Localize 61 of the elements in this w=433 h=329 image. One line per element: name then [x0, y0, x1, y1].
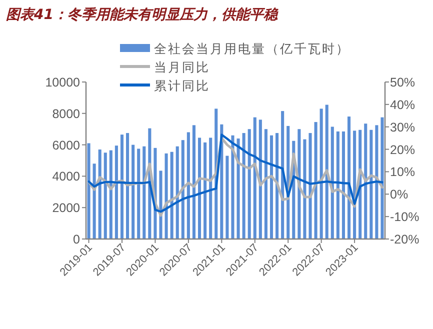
y-tick-label: 4000	[52, 170, 80, 184]
bar	[248, 129, 251, 239]
bar	[314, 122, 318, 239]
bar	[336, 131, 340, 239]
y2-tick-label: 10%	[390, 165, 416, 180]
y-tick-label: 2000	[52, 201, 80, 216]
bar	[137, 148, 140, 239]
y-tick-label: 8000	[52, 106, 80, 121]
y2-tick-label: -10%	[390, 210, 420, 224]
bar	[209, 138, 212, 239]
bar	[181, 140, 184, 239]
bar	[126, 133, 130, 239]
y2-tick-label: 50%	[390, 76, 416, 90]
bar	[308, 133, 312, 239]
bar	[264, 129, 268, 239]
bar	[87, 143, 90, 239]
bar	[253, 117, 256, 239]
bar	[204, 142, 207, 239]
y2-tick-label: 0%	[390, 188, 408, 202]
bar	[320, 108, 323, 239]
legend-label: 当月同比	[154, 60, 210, 74]
bar	[104, 152, 107, 239]
bar	[109, 150, 112, 239]
bar	[170, 152, 174, 239]
bar	[325, 104, 328, 239]
bar	[258, 120, 262, 239]
y-tick-label: 6000	[52, 138, 80, 152]
bar	[270, 135, 274, 239]
bar	[114, 146, 118, 239]
bar	[142, 146, 146, 239]
y2-tick-label: 40%	[390, 98, 416, 112]
bar	[375, 125, 378, 239]
y-tick-label: 0	[73, 232, 80, 246]
bar	[370, 130, 373, 239]
bar	[186, 132, 190, 239]
bar	[303, 139, 306, 239]
bar	[164, 153, 168, 239]
y2-tick-label: 20%	[390, 142, 416, 157]
bar	[226, 156, 229, 239]
legend-label: 全社会当月用电量（亿千瓦时）	[154, 42, 350, 56]
bar	[276, 133, 279, 239]
bar	[236, 138, 240, 239]
chart-title: 图表41：冬季用能未有明显压力，供能平稳	[6, 6, 278, 23]
bar	[242, 133, 246, 239]
bar	[176, 146, 179, 239]
bar	[330, 126, 334, 239]
bar	[198, 138, 202, 239]
bar	[342, 131, 345, 239]
bar	[192, 125, 196, 239]
bar	[347, 116, 351, 239]
bar	[98, 150, 102, 239]
legend-label: 累计同比	[154, 79, 210, 93]
bar	[120, 134, 124, 239]
bar	[364, 124, 368, 239]
bar	[380, 117, 384, 239]
bar	[92, 164, 96, 239]
y2-tick-label: -20%	[390, 232, 420, 246]
bar	[231, 135, 234, 239]
y2-tick-label: 30%	[390, 120, 416, 134]
y-tick-label: 10000	[45, 76, 80, 90]
bar	[132, 144, 135, 239]
